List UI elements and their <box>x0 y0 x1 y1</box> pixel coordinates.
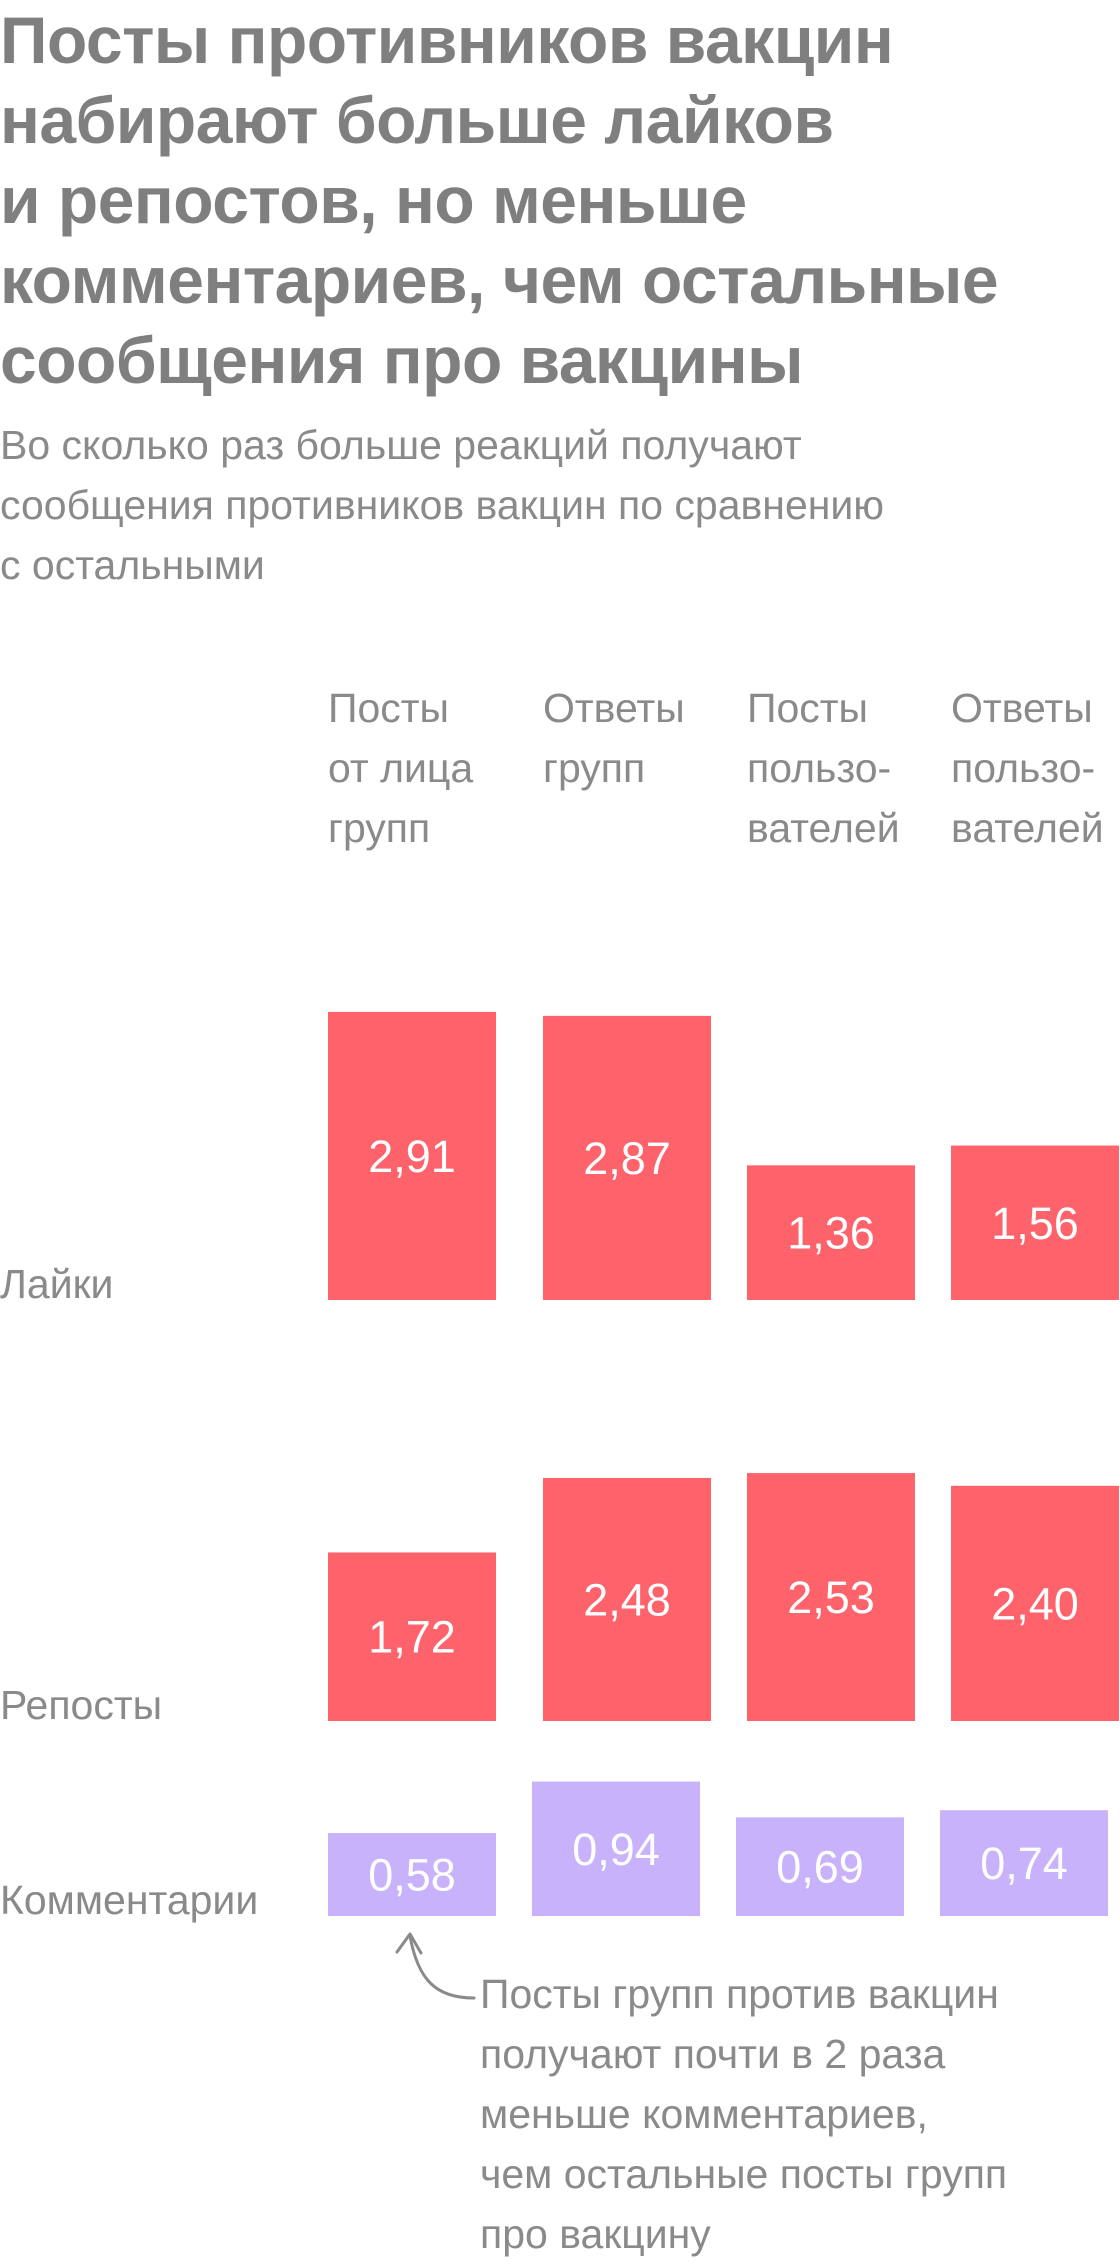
column-header-4: Ответы пользо-вателей <box>951 685 1104 851</box>
bar <box>736 1817 904 1916</box>
bar-value-label: 1,56 <box>991 1198 1079 1249</box>
annotation-arrow <box>408 1934 476 2000</box>
chart-title: Посты противников вакцин набирают больше… <box>0 3 999 397</box>
bar <box>940 1810 1108 1916</box>
row-label: Комментарии <box>0 1877 258 1923</box>
chart-subtitle: Во сколько раз больше реакций получают с… <box>0 422 885 588</box>
bar-value-label: 2,91 <box>368 1131 456 1182</box>
bar-value-label: 2,48 <box>583 1574 671 1625</box>
bar <box>328 1552 496 1721</box>
row-2: Репосты 1,72 2,48 2,53 2,40 <box>0 1473 1119 1728</box>
bar-value-label: 2,40 <box>991 1578 1079 1629</box>
column-header-1: Посты от лица групп <box>328 685 473 851</box>
row-1: Лайки 2,91 2,87 1,36 1,56 <box>0 1011 1119 1307</box>
bar-value-label: 0,94 <box>572 1824 660 1875</box>
bar <box>328 1011 496 1300</box>
arrow-head-icon <box>395 1932 423 1955</box>
bar <box>747 1165 915 1300</box>
bar <box>951 1485 1119 1721</box>
bar <box>543 1015 711 1300</box>
column-headers: Посты от лица групп Ответы групп Посты пользо-… <box>328 685 1104 851</box>
bar-value-label: 0,69 <box>776 1842 864 1893</box>
column-header-2: Ответы групп <box>543 685 685 791</box>
row-label: Лайки <box>0 1261 113 1307</box>
chart-rows: Лайки 2,91 2,87 1,36 1,56 Репосты 1,72 2,48 2,53… <box>0 1011 1119 1923</box>
column-header-3: Посты пользо-вателей <box>747 685 900 851</box>
bar <box>543 1477 711 1721</box>
annotation-text: Посты групп против вакцин получают почти … <box>480 1971 1007 2257</box>
bar-value-label: 2,87 <box>583 1133 671 1184</box>
bar <box>328 1833 496 1916</box>
annotation: Посты групп против вакцин получают почти … <box>395 1932 1007 2257</box>
bar-value-label: 2,53 <box>787 1572 875 1623</box>
bar-value-label: 1,36 <box>787 1208 875 1259</box>
bar <box>747 1473 915 1721</box>
bar-value-label: 1,72 <box>368 1612 456 1663</box>
bar-value-label: 0,58 <box>368 1850 456 1901</box>
bar <box>532 1781 700 1916</box>
bar <box>951 1145 1119 1300</box>
row-label: Репосты <box>0 1682 162 1728</box>
bar-value-label: 0,74 <box>980 1838 1068 1889</box>
row-3: Комментарии 0,58 0,94 0,69 0,74 <box>0 1781 1108 1923</box>
